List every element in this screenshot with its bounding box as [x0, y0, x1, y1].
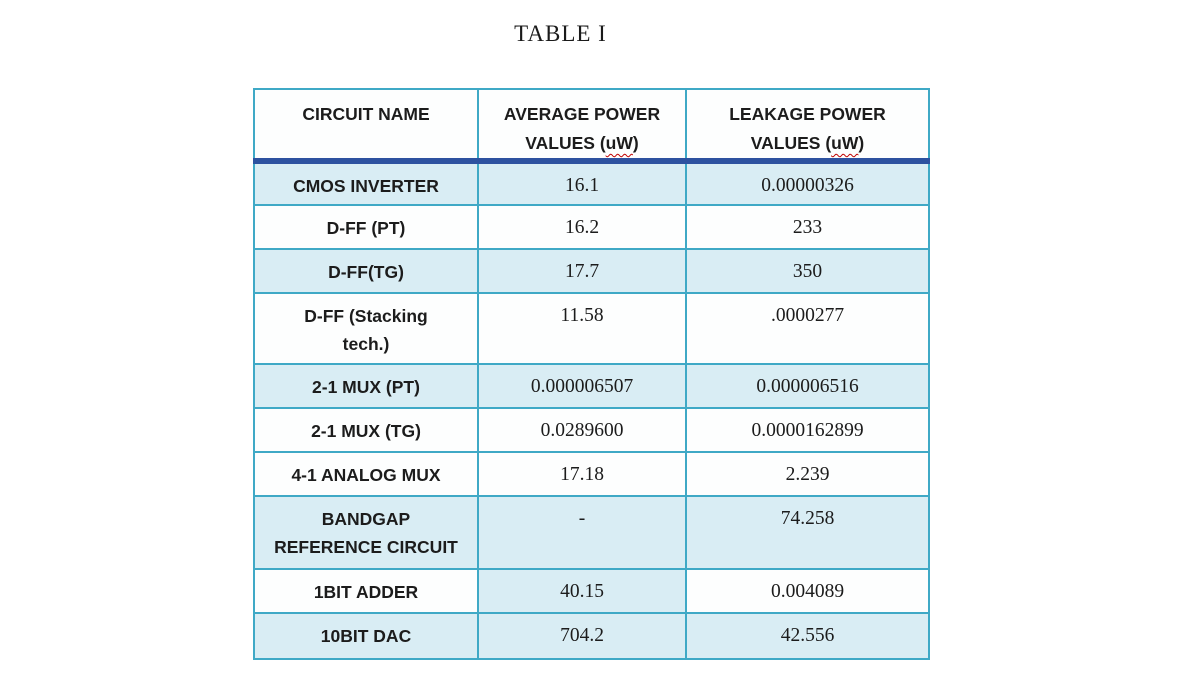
header-leakage-power: LEAKAGE POWER VALUES (uW) [685, 88, 930, 164]
cell-leakage-power: 0.004089 [685, 568, 930, 614]
table-row: 1BIT ADDER 40.15 0.004089 [253, 568, 930, 614]
header-average-power: AVERAGE POWER VALUES (uW) [477, 88, 687, 164]
cell-circuit-name: 1BIT ADDER [253, 568, 479, 614]
cell-average-power: 11.58 [477, 292, 687, 365]
cell-leakage-power: 2.239 [685, 451, 930, 497]
header-average-power-prefix: VALUES ( [525, 133, 606, 153]
cell-circuit-name: 2-1 MUX (PT) [253, 363, 479, 409]
cell-average-power: 704.2 [477, 612, 687, 660]
table-row: BANDGAP REFERENCE CIRCUIT - 74.258 [253, 495, 930, 570]
table-row: 2-1 MUX (TG) 0.0289600 0.0000162899 [253, 407, 930, 453]
table-row: D-FF (Stacking tech.) 11.58 .0000277 [253, 292, 930, 365]
header-average-power-suffix: ) [632, 133, 639, 153]
cell-leakage-power: 74.258 [685, 495, 930, 570]
cell-leakage-power: 350 [685, 248, 930, 294]
cell-circuit-name: D-FF (Stacking tech.) [253, 292, 479, 365]
cell-circuit-name: CMOS INVERTER [253, 160, 479, 206]
header-average-power-line1: AVERAGE POWER [503, 104, 661, 124]
power-values-table: CIRCUIT NAME AVERAGE POWER VALUES (uW) L… [253, 88, 930, 660]
header-leakage-power-prefix: VALUES ( [750, 133, 832, 153]
cell-circuit-name: 10BIT DAC [253, 612, 479, 660]
table-row: D-FF (PT) 16.2 233 [253, 204, 930, 250]
table-row: 4-1 ANALOG MUX 17.18 2.239 [253, 451, 930, 497]
cell-average-power: 16.2 [477, 204, 687, 250]
cell-circuit-name: BANDGAP REFERENCE CIRCUIT [253, 495, 479, 570]
cell-average-power: 40.15 [477, 568, 687, 614]
cell-average-power: 0.0289600 [477, 407, 687, 453]
cell-leakage-power: 0.00000326 [685, 160, 930, 206]
header-leakage-power-line1: LEAKAGE POWER [729, 104, 886, 124]
header-average-power-line2: VALUES (uW) [525, 133, 638, 153]
cell-leakage-power: 42.556 [685, 612, 930, 660]
cell-average-power: 17.18 [477, 451, 687, 497]
header-circuit-name-label: CIRCUIT NAME [302, 104, 430, 124]
cell-circuit-name: D-FF (PT) [253, 204, 479, 250]
header-circuit-name: CIRCUIT NAME [253, 88, 479, 164]
cell-average-power: 16.1 [477, 160, 687, 206]
header-leakage-power-unit: uW [831, 133, 859, 153]
table-caption: TABLE I [514, 21, 607, 46]
header-average-power-unit: uW [605, 133, 633, 153]
cell-average-power: - [477, 495, 687, 570]
cell-leakage-power: 0.0000162899 [685, 407, 930, 453]
cell-circuit-name: 2-1 MUX (TG) [253, 407, 479, 453]
cell-circuit-name: 4-1 ANALOG MUX [253, 451, 479, 497]
table-row: D-FF(TG) 17.7 350 [253, 248, 930, 294]
cell-leakage-power: 0.000006516 [685, 363, 930, 409]
cell-leakage-power: 233 [685, 204, 930, 250]
cell-average-power: 17.7 [477, 248, 687, 294]
cell-circuit-name: D-FF(TG) [253, 248, 479, 294]
cell-average-power: 0.000006507 [477, 363, 687, 409]
header-leakage-power-suffix: ) [858, 133, 865, 153]
header-leakage-power-line2: VALUES (uW) [751, 133, 864, 153]
cell-leakage-power: .0000277 [685, 292, 930, 365]
table-row: 10BIT DAC 704.2 42.556 [253, 612, 930, 660]
table-row: 2-1 MUX (PT) 0.000006507 0.000006516 [253, 363, 930, 409]
header-row: CIRCUIT NAME AVERAGE POWER VALUES (uW) L… [253, 88, 930, 164]
table-row: CMOS INVERTER 16.1 0.00000326 [253, 160, 930, 206]
